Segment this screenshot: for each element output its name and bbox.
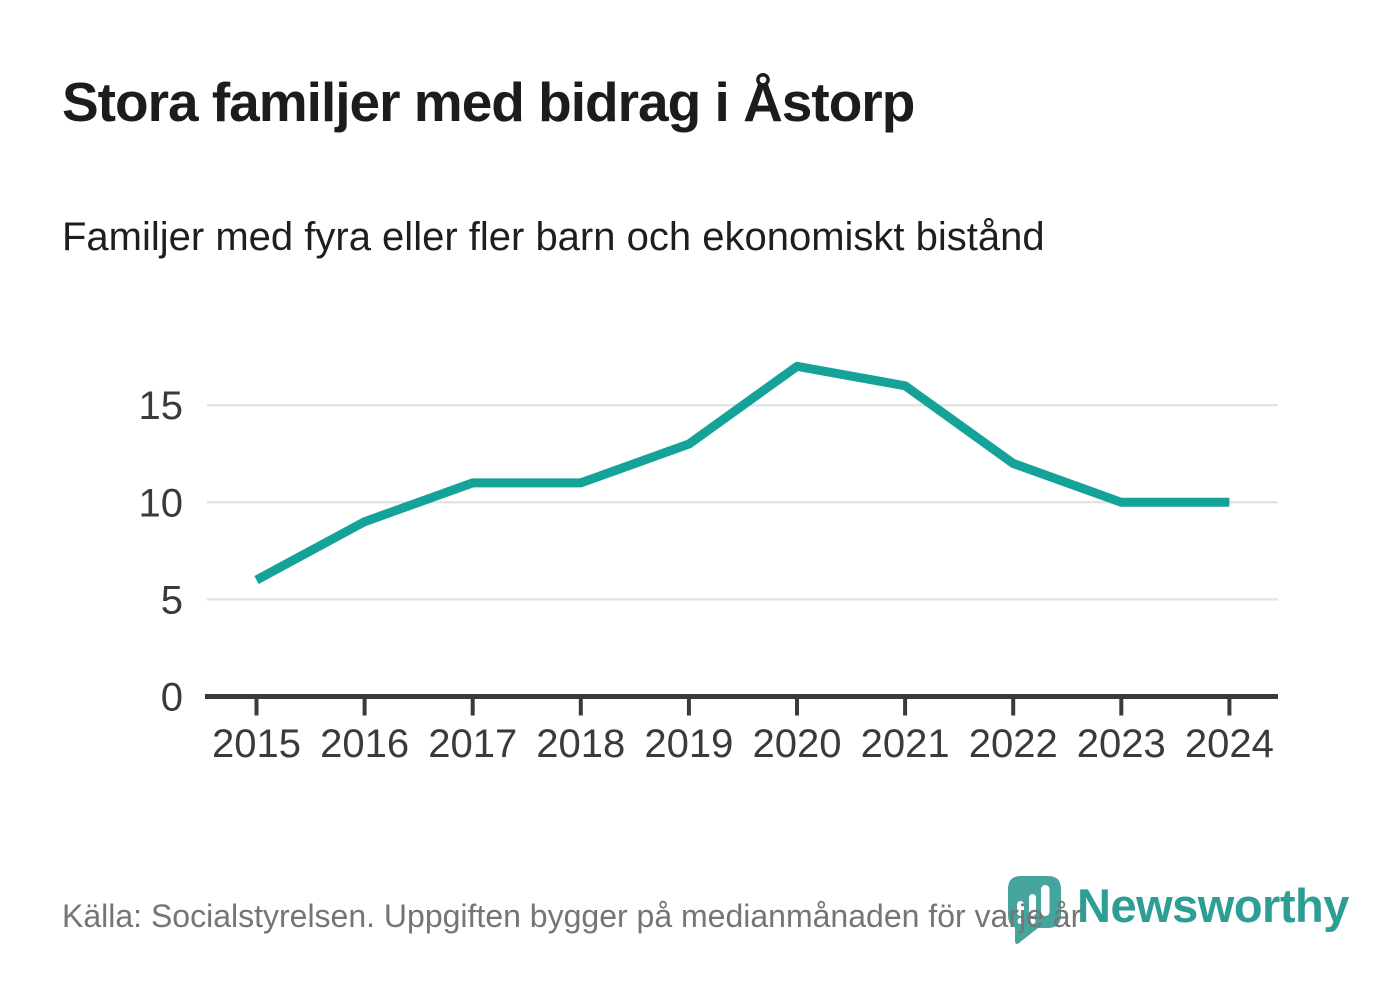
x-tick-label: 2016	[320, 722, 409, 766]
chart-title: Stora familjer med bidrag i Åstorp	[62, 71, 915, 133]
x-tick-label: 2019	[644, 722, 733, 766]
y-tick-label: 5	[161, 578, 183, 622]
newsworthy-logo: Newsworthy	[1008, 876, 1349, 944]
y-tick-label: 15	[139, 384, 184, 428]
newsworthy-wordmark: Newsworthy	[1077, 879, 1349, 932]
dot-middle	[1029, 918, 1036, 924]
x-tick-label: 2022	[969, 722, 1058, 766]
x-tick-label: 2020	[753, 722, 842, 766]
x-tick-label: 2021	[861, 722, 950, 766]
dot-left	[1017, 918, 1024, 924]
x-tick-label: 2023	[1077, 722, 1166, 766]
x-tick-label: 2017	[428, 722, 517, 766]
chart-subtitle: Familjer med fyra eller fler barn och ek…	[62, 215, 1045, 259]
bar-medium	[1029, 894, 1036, 916]
x-tick-label: 2024	[1185, 722, 1274, 766]
source-note: Källa: Socialstyrelsen. Uppgiften bygger…	[62, 898, 1082, 934]
data-line	[254, 361, 1230, 584]
y-tick-label: 0	[161, 676, 183, 720]
x-tick-label: 2018	[536, 722, 625, 766]
bar-tall	[1041, 885, 1050, 916]
y-tick-label: 10	[139, 481, 184, 525]
x-tick-label: 2015	[212, 722, 301, 766]
newsworthy-bubble-chart-icon	[1008, 876, 1061, 944]
bar-small	[1017, 901, 1024, 916]
